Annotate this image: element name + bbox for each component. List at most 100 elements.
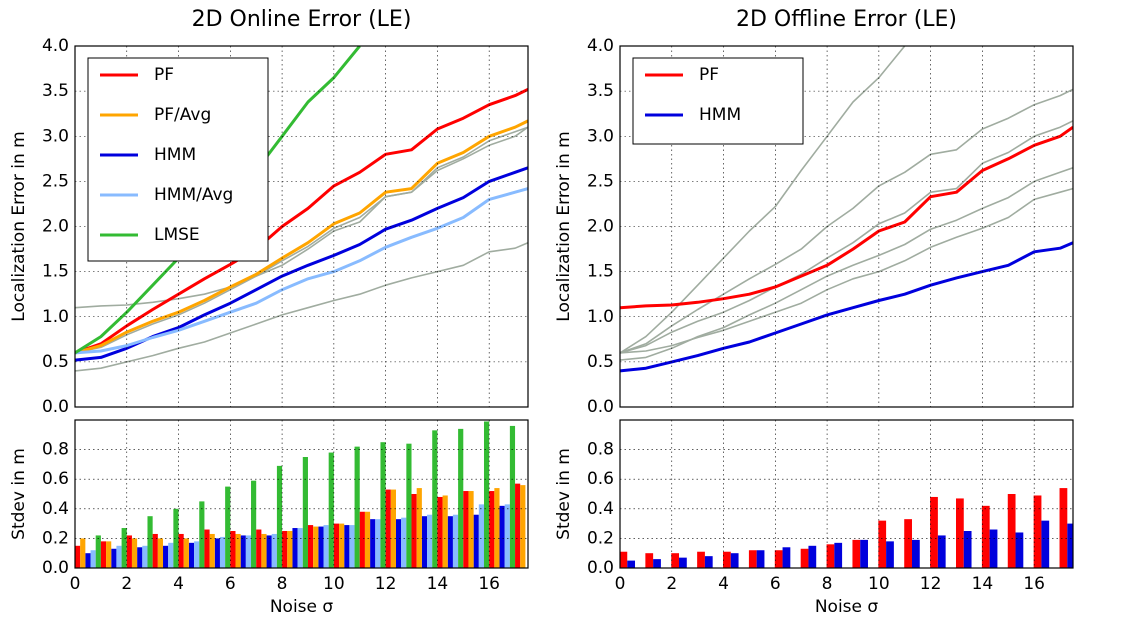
bar [834,542,843,568]
bar [723,551,731,568]
bar [930,496,938,568]
y-tick-label: 0.2 [587,528,614,548]
bar [209,533,215,568]
reference-line [75,241,528,372]
bar [70,541,75,568]
bar [157,538,164,568]
reference-line [620,120,1073,354]
bar [515,483,521,568]
bar [878,520,887,568]
bar [473,514,479,568]
bar [131,538,138,568]
line [620,125,1073,310]
bar [339,523,345,568]
chart-title: 2D Offline Error (LE) [736,7,957,32]
y-tick-label: 0.0 [42,558,69,578]
y-tick-label: 4.0 [42,36,69,56]
bar [730,553,739,568]
y-tick-label: 3.5 [587,81,614,101]
x-tick-label: 4 [173,574,184,594]
y-tick-label: 0.5 [42,352,69,372]
line [75,119,528,355]
bar [240,535,246,568]
bar [437,496,443,568]
bar [313,526,319,568]
bar [121,528,127,568]
legend-label: HMM/Avg [154,185,233,205]
bar [354,446,360,568]
y-tick-label: 3.0 [587,126,614,146]
bar [302,457,308,568]
bar [111,548,117,568]
reference-line [75,126,528,354]
bar [385,489,391,568]
x-tick-label: 14 [972,574,994,594]
bar [276,465,283,568]
bar [364,511,371,568]
reference-line [75,126,528,309]
y-tick-label: 0.4 [587,499,614,519]
bar [142,545,148,568]
bar [653,559,661,568]
x-tick-label: 10 [868,574,890,594]
bar [955,498,964,568]
y-tick-label: 0.6 [42,469,69,489]
reference-line [620,46,906,354]
bar [359,511,365,568]
bar [95,535,101,568]
bar [370,519,376,568]
legend-box [87,57,269,262]
bar [432,430,438,568]
x-tick-label: 8 [822,574,833,594]
reference-line [620,187,1073,354]
legend-label: PF [699,65,719,85]
y-tick-label: 2.5 [587,171,614,191]
bar [349,525,355,568]
y-tick-label: 0.8 [587,440,614,460]
y-tick-label: 3.0 [42,126,69,146]
bar [697,551,705,568]
x-tick-label: 0 [615,574,626,594]
y-tick-label: 4.0 [587,36,614,56]
bar [333,523,340,568]
bar [904,519,912,568]
bar [981,505,990,568]
bar [199,501,205,568]
bar [116,545,122,568]
bar [416,488,422,568]
bar [344,525,350,568]
bar [911,539,920,568]
bar [1067,523,1073,568]
bar [489,491,495,568]
bar [748,550,757,568]
x-tick-label: 16 [478,574,500,594]
bar [826,544,835,568]
bar [126,535,132,568]
bar [1059,488,1068,568]
legend-label: PF/Avg [154,105,211,125]
y-tick-label: 0.8 [42,440,69,460]
plot-area [620,488,1073,568]
bar [307,525,314,568]
bar [520,485,526,568]
bar [271,533,277,568]
bar [620,551,628,568]
y-tick-label: 2.0 [42,217,69,237]
bar [401,517,407,568]
x-tick-label: 2 [121,574,132,594]
bar [328,452,334,568]
bar [297,528,303,568]
bar [85,553,91,568]
bar [1015,532,1024,568]
y-tick-label: 0.2 [42,528,69,548]
y-tick-label: 0.0 [587,558,614,578]
bar [756,550,765,568]
axes-frame [619,45,1074,408]
bar [256,529,262,568]
reference-line [620,88,1073,354]
axes-frame [74,45,529,408]
y-tick-label: 0.5 [587,352,614,372]
bar [188,542,195,568]
bar [483,421,490,568]
x-tick-label: 8 [277,574,288,594]
